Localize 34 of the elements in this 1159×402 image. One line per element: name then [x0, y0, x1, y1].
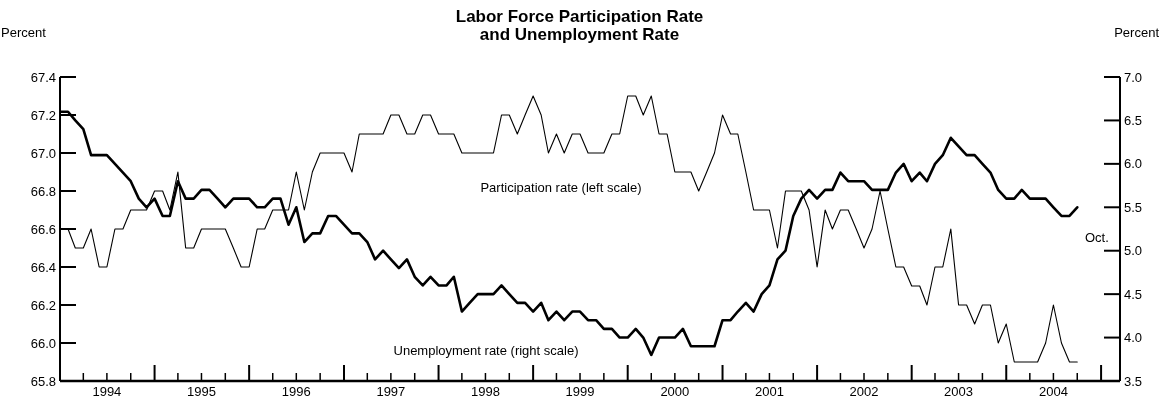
y2-tick-label: 4.0	[1124, 330, 1143, 346]
x-tick-label: 2004	[1038, 384, 1068, 399]
x-tick-label: 1995	[187, 384, 216, 399]
y2-tick-label: 7.0	[1124, 69, 1143, 85]
annotation: Oct.	[1085, 230, 1109, 245]
y-tick-label: 67.0	[30, 145, 56, 161]
y2-tick-label: 6.5	[1124, 112, 1143, 128]
x-tick-label: 2001	[754, 384, 784, 399]
y-axis-title: Percent	[1, 25, 46, 40]
y2-tick-label: 4.5	[1124, 286, 1143, 302]
y2-tick-label: 5.0	[1124, 243, 1143, 259]
y-tick-label: 66.2	[30, 297, 56, 313]
x-tick-label: 1996	[281, 384, 311, 399]
x-tick-label: 2000	[660, 384, 690, 399]
y-tick-label: 66.8	[30, 183, 56, 199]
x-tick-label: 1997	[376, 384, 406, 399]
y2-tick-label: 3.5	[1124, 373, 1143, 389]
x-tick-label: 1999	[565, 384, 595, 399]
chart-title: Labor Force Participation Rate and Unemployment Rate	[455, 7, 704, 44]
y2-tick-label: 6.0	[1124, 156, 1143, 172]
text: Participation rate (left scale)	[480, 180, 642, 195]
y2-tick-label: 5.5	[1124, 199, 1143, 215]
y-tick-label: 65.8	[30, 373, 56, 389]
x-tick-label: 2003	[944, 384, 974, 399]
y-tick-label: 67.4	[30, 69, 56, 85]
x-tick-label: 1994	[92, 384, 122, 399]
y2-axis-title: Percent	[1114, 25, 1159, 40]
x-tick-label: 2002	[849, 384, 879, 399]
y-tick-label: 66.0	[30, 335, 56, 351]
y-tick-label: 67.2	[30, 107, 56, 123]
y-tick-label: 66.6	[30, 221, 56, 237]
x-tick-label: 1998	[470, 384, 500, 399]
y-tick-label: 66.4	[30, 259, 56, 275]
series-label: Unemployment rate (right scale)	[393, 343, 579, 358]
